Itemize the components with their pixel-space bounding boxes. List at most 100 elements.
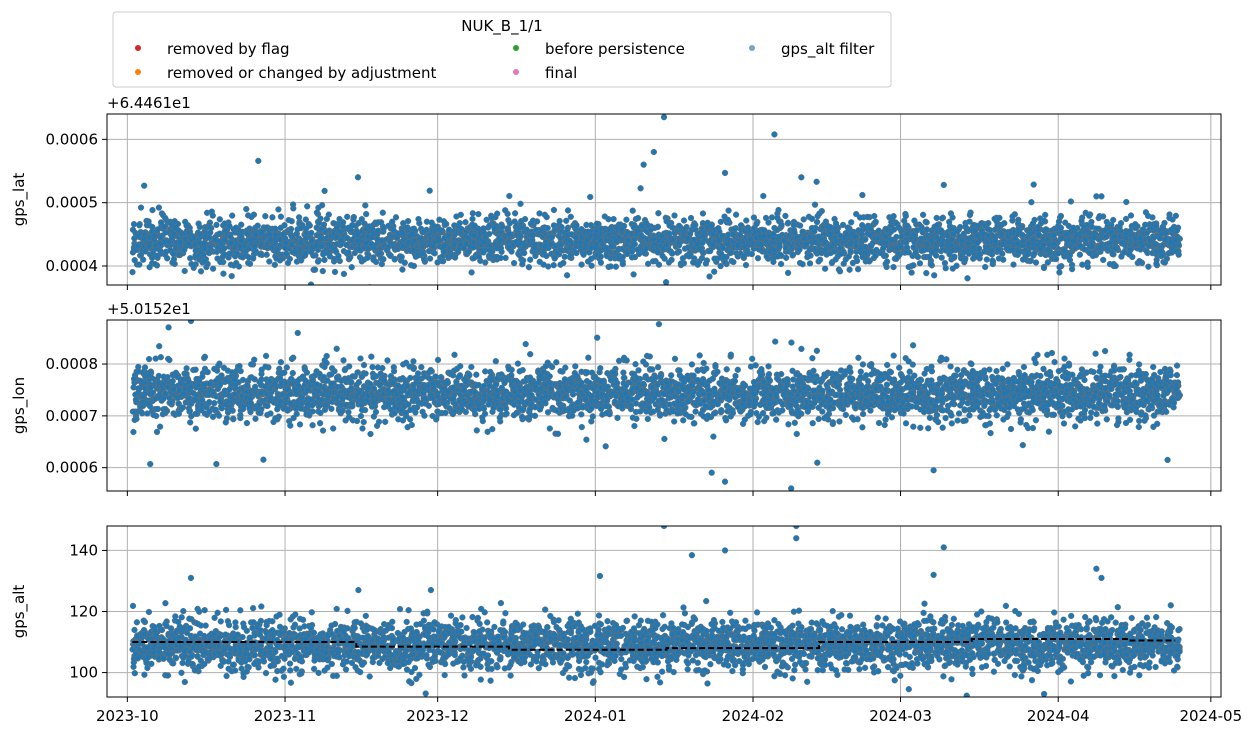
data-point <box>1050 232 1057 239</box>
data-point <box>339 395 346 402</box>
legend-label: removed or changed by adjustment <box>167 64 436 82</box>
data-point <box>473 427 480 434</box>
data-point <box>211 399 218 407</box>
data-point <box>888 236 895 243</box>
data-point <box>882 252 889 259</box>
data-point <box>176 239 184 246</box>
data-point <box>623 216 630 223</box>
data-point <box>296 421 304 428</box>
data-point <box>532 252 539 260</box>
data-point <box>391 256 398 263</box>
data-point <box>414 370 422 377</box>
data-point <box>1011 211 1018 218</box>
data-point <box>754 255 762 262</box>
data-point <box>136 261 143 268</box>
data-point <box>832 220 840 227</box>
data-point <box>872 218 879 225</box>
data-point <box>187 255 194 262</box>
data-point <box>1042 226 1050 233</box>
data-point <box>303 369 311 376</box>
data-point <box>996 214 1003 222</box>
data-point <box>462 219 469 226</box>
data-point <box>730 258 737 266</box>
data-point <box>1057 224 1065 231</box>
data-point <box>243 419 251 427</box>
data-point <box>1175 251 1182 258</box>
data-point <box>1000 256 1007 263</box>
data-point <box>222 419 229 426</box>
data-point <box>1061 247 1068 254</box>
data-point <box>658 233 666 240</box>
data-point <box>370 413 378 420</box>
data-point <box>719 232 726 240</box>
data-point <box>1122 215 1130 223</box>
data-point <box>1016 227 1023 234</box>
data-point <box>217 258 224 266</box>
data-point <box>368 353 375 360</box>
data-point <box>353 417 361 425</box>
data-point <box>619 260 626 268</box>
data-point <box>561 253 568 260</box>
data-point <box>938 227 945 234</box>
data-point <box>466 372 473 379</box>
data-point <box>399 393 406 401</box>
data-point <box>822 238 829 246</box>
data-point <box>383 247 391 254</box>
data-point <box>136 222 143 229</box>
data-point <box>533 218 541 225</box>
data-point <box>182 218 189 225</box>
data-point <box>200 381 208 388</box>
data-point <box>544 224 551 232</box>
data-point <box>195 220 202 227</box>
data-point <box>521 215 529 223</box>
data-point <box>141 364 149 371</box>
data-point <box>149 389 157 396</box>
data-point <box>243 205 250 213</box>
data-point <box>434 408 441 415</box>
data-point <box>770 258 777 266</box>
data-point <box>288 241 295 248</box>
data-point <box>654 249 661 256</box>
data-point <box>206 223 213 231</box>
data-point <box>927 261 935 268</box>
data-point <box>451 254 459 261</box>
data-point <box>420 228 427 235</box>
data-point <box>902 212 909 220</box>
data-point <box>183 370 190 378</box>
data-point <box>556 217 563 225</box>
data-point <box>1127 212 1135 219</box>
data-point <box>306 222 313 229</box>
data-point <box>531 244 538 252</box>
data-point <box>800 216 807 223</box>
legend-label: gps_alt filter <box>781 40 875 59</box>
data-point <box>619 253 626 261</box>
data-point <box>966 218 973 225</box>
data-point <box>725 207 732 214</box>
data-point <box>864 213 871 221</box>
data-point <box>551 255 558 262</box>
data-point <box>457 363 464 370</box>
data-point <box>169 377 176 385</box>
data-point <box>272 225 279 232</box>
data-point <box>130 375 138 383</box>
data-point <box>982 263 989 271</box>
data-point <box>272 415 279 422</box>
data-point <box>335 252 342 260</box>
data-point <box>1067 198 1075 205</box>
data-point <box>319 427 327 434</box>
data-point <box>777 251 784 258</box>
data-point <box>1153 260 1160 267</box>
data-point <box>257 409 264 417</box>
data-point <box>951 253 958 260</box>
data-point <box>331 368 338 375</box>
data-point <box>765 219 772 226</box>
data-point <box>563 272 571 279</box>
data-point <box>196 231 204 238</box>
scatter-points <box>129 114 1183 285</box>
data-point <box>724 240 731 248</box>
data-point <box>404 383 411 390</box>
data-point <box>165 238 173 245</box>
data-point <box>375 418 383 425</box>
data-point <box>131 416 138 424</box>
